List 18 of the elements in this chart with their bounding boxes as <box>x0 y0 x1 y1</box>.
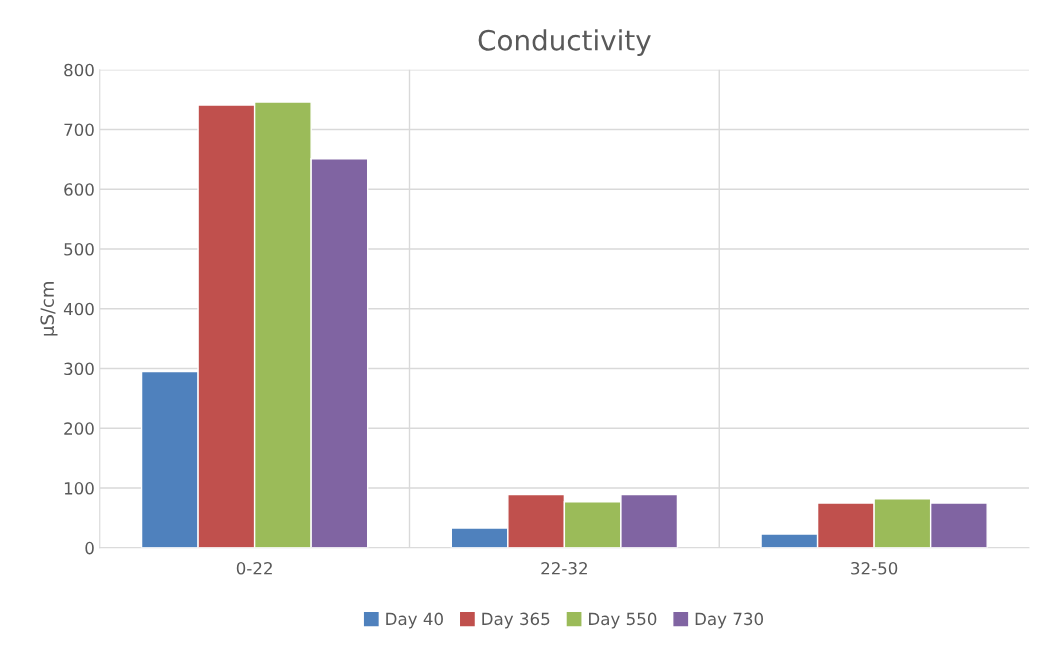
x-tick-label: 32-50 <box>851 561 898 575</box>
y-tick-label: 800 <box>64 63 94 77</box>
y-tick-label: 0 <box>85 541 94 555</box>
x-tick-label: 22-32 <box>541 561 587 575</box>
y-tick-label: 300 <box>64 362 94 376</box>
legend-label: Day 730 <box>695 612 764 629</box>
legend-label: Day 550 <box>589 612 657 629</box>
chart-title: Conductivity <box>478 29 651 57</box>
legend-label: Day 40 <box>386 612 443 629</box>
y-tick-label: 200 <box>64 422 94 435</box>
y-tick-label: 500 <box>64 243 94 256</box>
legend-label: Day 365 <box>482 612 550 629</box>
x-tick-label: 0-22 <box>236 561 272 575</box>
y-tick-label: 400 <box>63 302 94 316</box>
y-tick-label: 100 <box>64 482 94 495</box>
y-tick-label: 700 <box>64 123 94 137</box>
y-tick-label: 600 <box>64 183 94 196</box>
y-axis-title: µS/cm <box>40 282 58 336</box>
